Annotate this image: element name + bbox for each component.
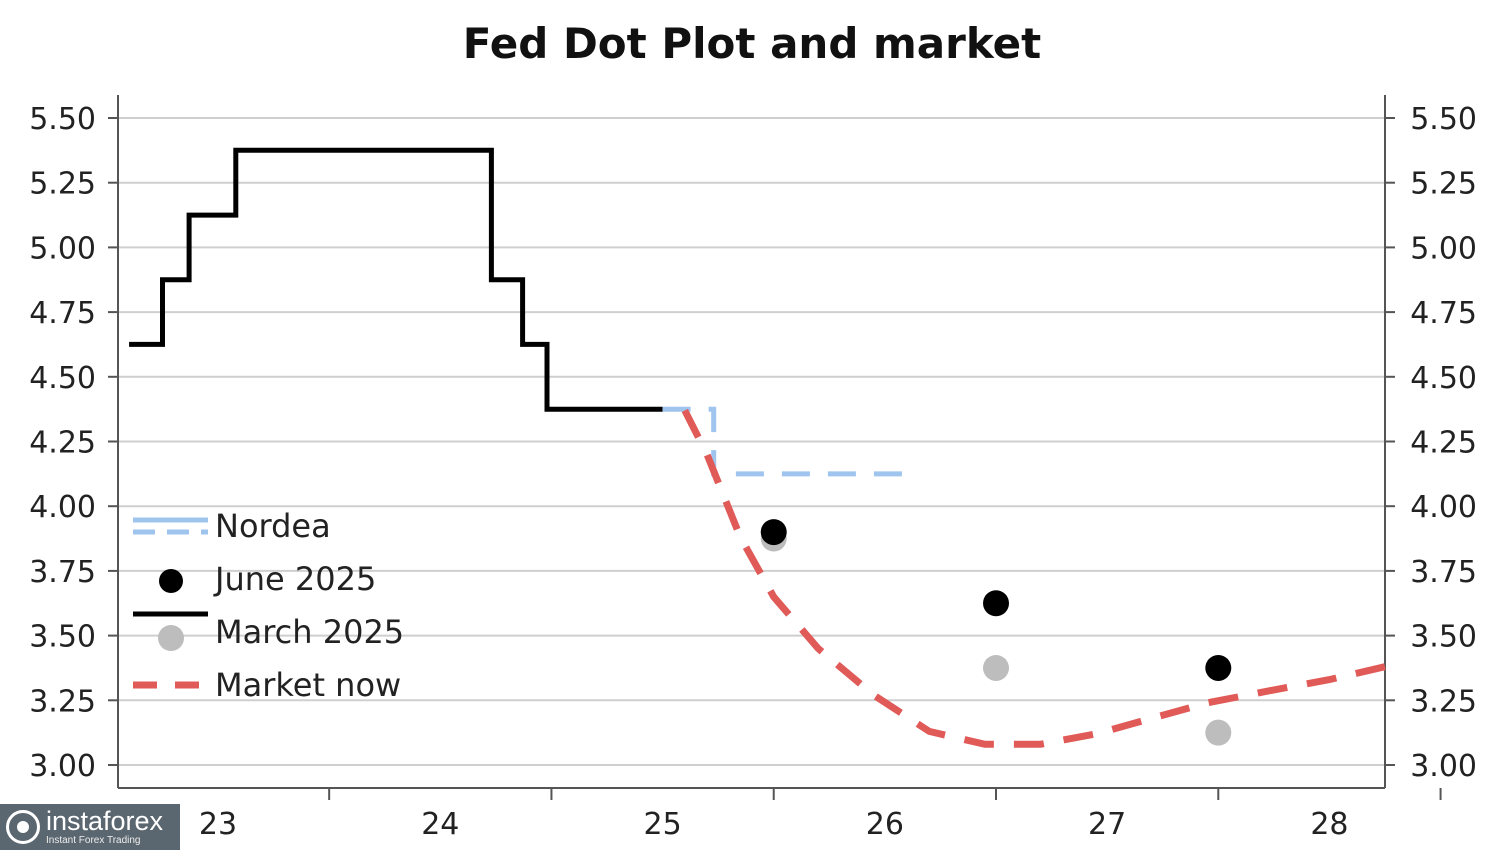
axes: 5.50 5.50 5.25 5.25 5.00 5.00 4.75 4.75 4.50 4.50… bbox=[29, 95, 1477, 842]
instaforex-watermark: instaforex Instant Forex Trading bbox=[0, 804, 180, 850]
watermark-brand: instaforex bbox=[46, 806, 164, 836]
series-nordea-line bbox=[662, 406, 903, 477]
x-tick-label: 23 bbox=[199, 807, 237, 842]
x-tick-label: 25 bbox=[643, 807, 681, 842]
x-tick-label: 27 bbox=[1088, 807, 1126, 842]
gridlines bbox=[118, 117, 1385, 766]
x-tick-label: 26 bbox=[866, 807, 904, 842]
y-tick-label-left: 4.75 bbox=[29, 296, 96, 331]
dots-layer bbox=[760, 519, 1232, 746]
dot-march-2025 bbox=[983, 654, 1010, 681]
dot-june-2025 bbox=[983, 590, 1010, 617]
chart-title: Fed Dot Plot and market bbox=[463, 19, 1041, 68]
y-tick-label-right: 4.00 bbox=[1410, 490, 1477, 525]
watermark-text: instaforex Instant Forex Trading bbox=[46, 808, 163, 846]
y-tick-label-left: 3.75 bbox=[29, 555, 96, 590]
y-tick-label-left: 5.50 bbox=[29, 102, 96, 137]
y-tick-label-right: 5.50 bbox=[1410, 102, 1477, 137]
x-tick-label: 28 bbox=[1310, 807, 1348, 842]
y-tick-label-right: 3.75 bbox=[1410, 555, 1477, 590]
y-tick-label-left: 4.00 bbox=[29, 490, 96, 525]
legend-item-nordea: Nordea bbox=[133, 507, 331, 545]
dot-june-2025 bbox=[760, 519, 787, 546]
dot-june-2025 bbox=[1205, 654, 1232, 681]
y-tick-label-right: 4.75 bbox=[1410, 296, 1477, 331]
x-tick-label: 24 bbox=[421, 807, 459, 842]
y-tick-label-right: 4.50 bbox=[1410, 361, 1477, 396]
series-fed-funds-line bbox=[129, 147, 663, 412]
legend-label: Market now bbox=[215, 666, 401, 704]
dot-march-2025 bbox=[1205, 719, 1232, 746]
y-tick-label-left: 3.50 bbox=[29, 620, 96, 655]
legend-swatch-dot bbox=[158, 625, 184, 651]
y-tick-label-left: 5.00 bbox=[29, 231, 96, 266]
y-tick-label-right: 3.50 bbox=[1410, 620, 1477, 655]
legend-label: June 2025 bbox=[213, 560, 376, 598]
y-tick-label-left: 4.50 bbox=[29, 361, 96, 396]
y-tick-label-right: 5.00 bbox=[1410, 231, 1477, 266]
y-tick-label-left: 4.25 bbox=[29, 426, 96, 461]
legend-item-march-2025: March 2025 bbox=[133, 611, 404, 651]
legend-swatch-dot bbox=[159, 569, 183, 593]
series-market-line bbox=[681, 408, 1386, 748]
y-tick-label-right: 3.00 bbox=[1410, 749, 1477, 784]
legend-item-june-2025: June 2025 bbox=[159, 560, 376, 598]
series-layer bbox=[129, 147, 1386, 748]
watermark-tagline: Instant Forex Trading bbox=[46, 835, 141, 846]
y-tick-label-left: 5.25 bbox=[29, 167, 96, 202]
y-tick-label-right: 3.25 bbox=[1410, 684, 1477, 719]
legend-item-market-now: Market now bbox=[133, 666, 401, 704]
y-tick-label-left: 3.25 bbox=[29, 684, 96, 719]
y-tick-label-right: 4.25 bbox=[1410, 426, 1477, 461]
legend: Nordea June 2025 March 2025 Market now bbox=[133, 507, 404, 704]
y-tick-label-right: 5.25 bbox=[1410, 167, 1477, 202]
instaforex-logo-icon bbox=[6, 810, 40, 844]
y-tick-label-left: 3.00 bbox=[29, 749, 96, 784]
legend-label: Nordea bbox=[215, 507, 331, 545]
legend-label: March 2025 bbox=[215, 613, 404, 651]
